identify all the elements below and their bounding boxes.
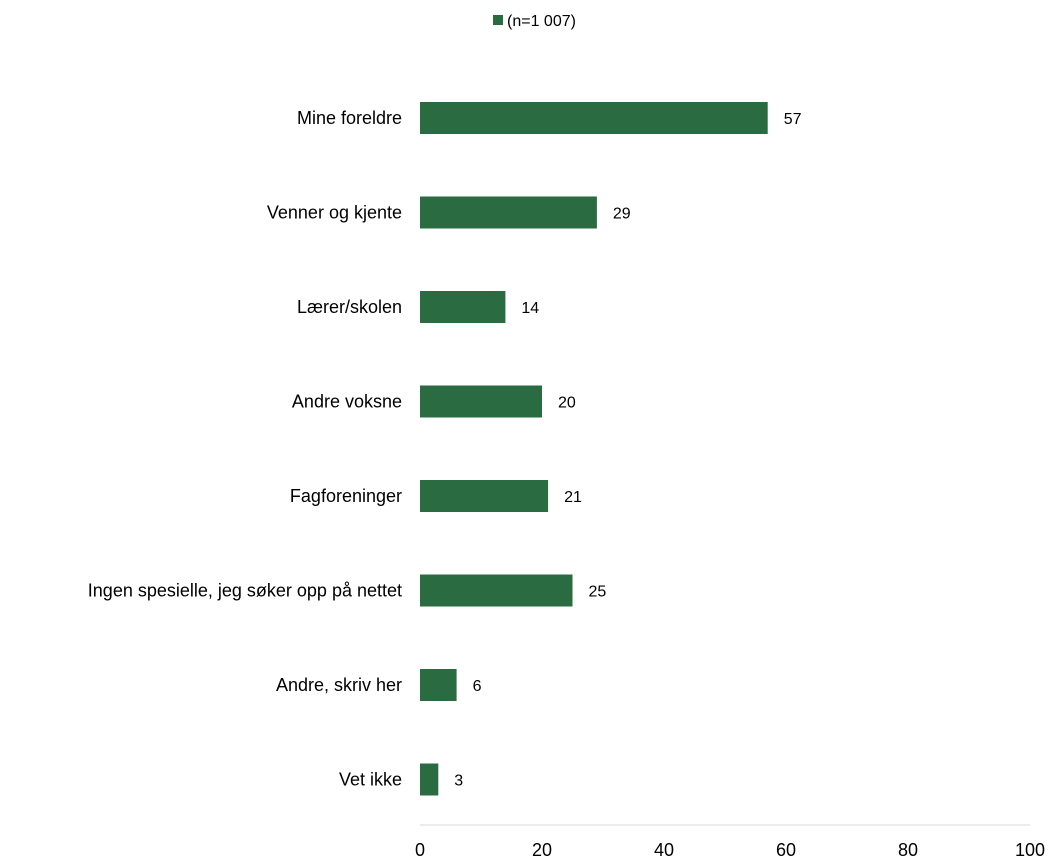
data-label: 25	[589, 584, 607, 601]
legend-swatch	[493, 15, 503, 25]
x-tick-label: 0	[415, 840, 425, 860]
data-label: 21	[564, 489, 582, 506]
category-label: Andre, skriv her	[276, 675, 402, 695]
category-label: Fagforeninger	[290, 486, 402, 506]
bar	[420, 102, 768, 134]
bar	[420, 763, 439, 796]
category-label: Ingen spesielle, jeg søker opp på nettet	[88, 581, 402, 601]
x-tick-label: 100	[1015, 840, 1045, 860]
data-label: 3	[454, 773, 463, 790]
category-label: Mine foreldre	[297, 108, 402, 128]
legend-label: (n=1 007)	[507, 13, 576, 30]
x-tick-label: 40	[654, 840, 674, 860]
bar	[420, 291, 506, 323]
x-tick-label: 20	[532, 840, 552, 860]
x-axis-ticks: 0 20 40 60 80 100	[415, 840, 1045, 860]
bar	[420, 669, 457, 701]
bar	[420, 574, 573, 607]
x-tick-label: 60	[776, 840, 796, 860]
bars-group: Mine foreldre 57 Venner og kjente 29 Lærer/s…	[88, 102, 802, 796]
category-label: Lærer/skolen	[297, 297, 402, 317]
legend: (n=1 007)	[493, 13, 576, 30]
bar	[420, 385, 542, 418]
data-label: 29	[613, 206, 631, 223]
category-label: Venner og kjente	[267, 203, 402, 223]
category-label: Vet ikke	[339, 770, 402, 790]
data-label: 57	[784, 111, 802, 128]
data-label: 6	[473, 678, 482, 695]
category-label: Andre voksne	[292, 392, 402, 412]
data-label: 14	[521, 300, 539, 317]
x-tick-label: 80	[898, 840, 918, 860]
bar	[420, 196, 597, 229]
data-label: 20	[558, 395, 576, 412]
bar	[420, 480, 549, 512]
